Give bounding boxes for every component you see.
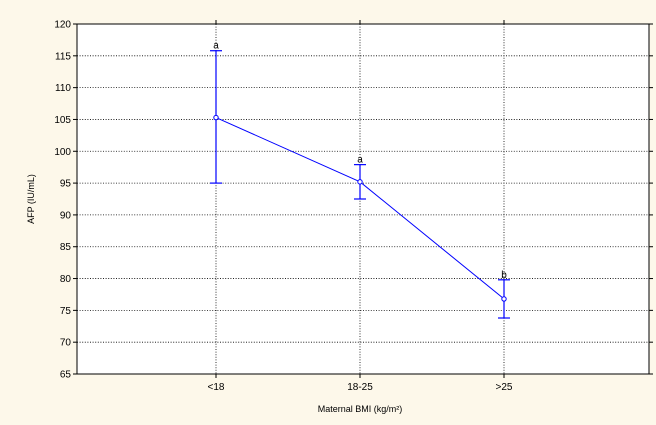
y-tick-label: 100 bbox=[54, 147, 71, 158]
x-tick-label: >25 bbox=[496, 382, 513, 393]
y-tick-label: 95 bbox=[60, 179, 72, 190]
x-axis-title: Maternal BMI (kg/m²) bbox=[318, 404, 403, 414]
y-tick-label: 110 bbox=[55, 83, 71, 94]
data-point bbox=[501, 296, 507, 302]
group-label: a bbox=[357, 155, 363, 166]
y-tick-label: 85 bbox=[60, 242, 72, 253]
y-tick-label: 115 bbox=[55, 51, 71, 62]
y-tick-label: 65 bbox=[60, 370, 72, 381]
group-labels: a a b bbox=[213, 41, 507, 281]
y-axis-ticks: 65 70 75 80 85 90 95 100 105 110 115 120 bbox=[54, 20, 653, 381]
y-tick-label: 90 bbox=[60, 210, 72, 221]
y-tick-label: 75 bbox=[60, 306, 72, 317]
x-axis-ticks: <18 18-25 >25 bbox=[208, 20, 513, 393]
group-label: a bbox=[213, 41, 219, 52]
y-tick-label: 80 bbox=[60, 274, 72, 285]
group-label: b bbox=[501, 270, 507, 281]
y-axis-title: AFP (IU/mL) bbox=[26, 174, 36, 224]
data-point bbox=[213, 114, 219, 121]
y-tick-label: 105 bbox=[54, 115, 71, 126]
x-tick-label: 18-25 bbox=[347, 382, 373, 393]
y-tick-label: 70 bbox=[60, 338, 72, 349]
data-points bbox=[213, 114, 507, 302]
y-tick-label: 120 bbox=[54, 20, 71, 31]
data-point bbox=[357, 179, 363, 185]
x-tick-label: <18 bbox=[208, 382, 225, 393]
